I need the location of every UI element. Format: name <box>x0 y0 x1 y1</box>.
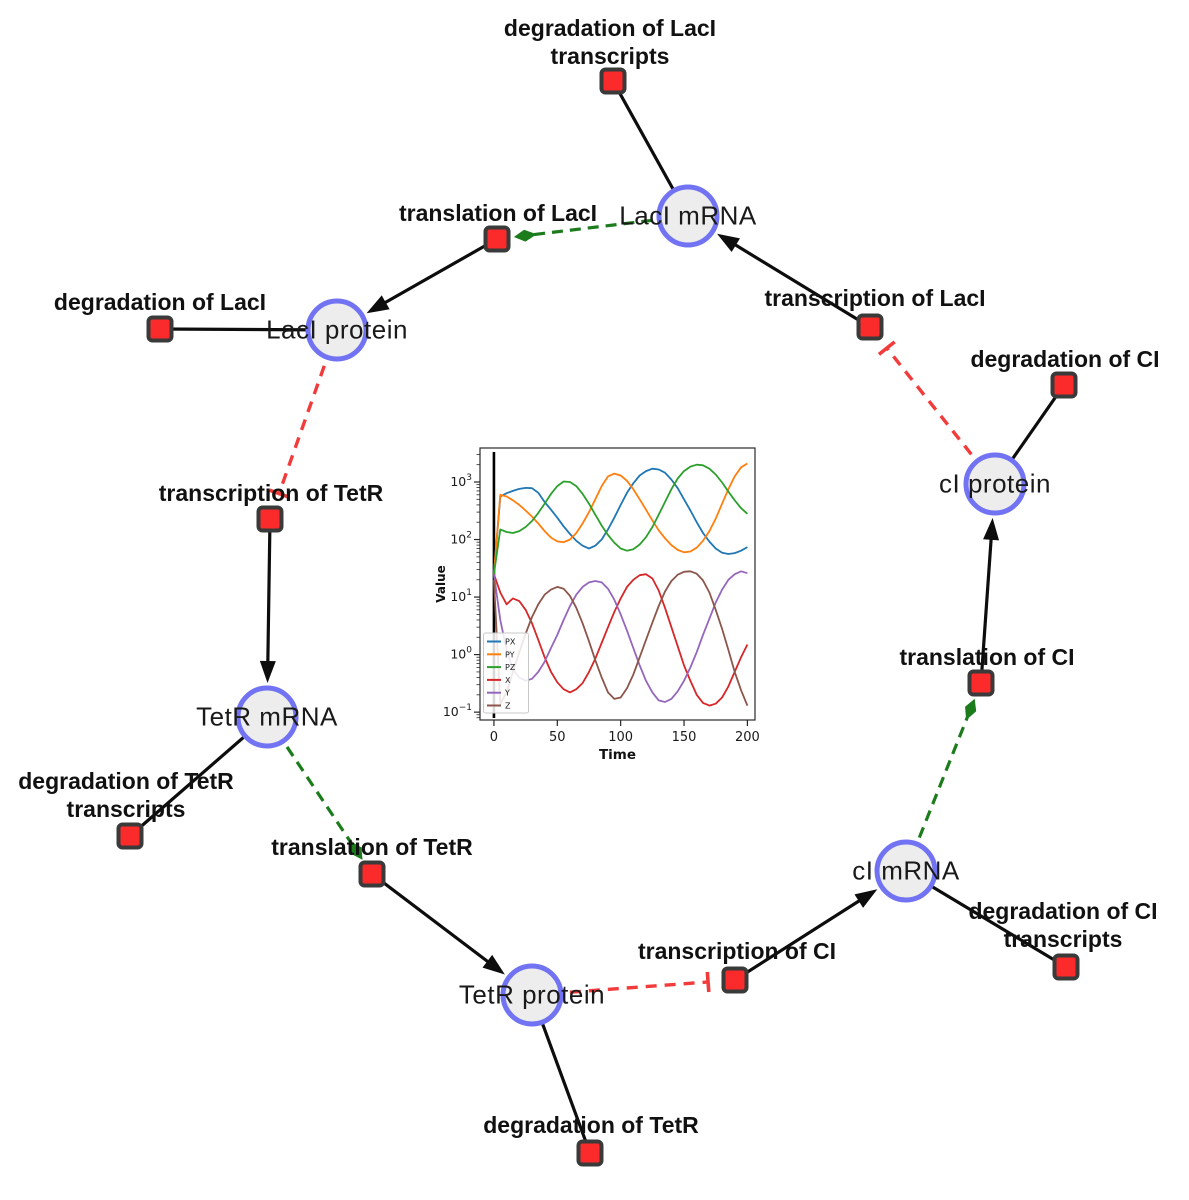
chart-background <box>430 430 775 765</box>
x-tick-label: 0 <box>490 730 498 745</box>
reaction-node-transc_laci[interactable] <box>856 313 884 341</box>
reaction-node-transl_ci[interactable] <box>967 669 995 697</box>
edge-tetr_protein-transc_ci <box>705 971 711 993</box>
chart-legend: PX PY PZ XYZ <box>483 632 529 714</box>
reaction-node-transc_tetr[interactable] <box>256 505 284 533</box>
chart-series-PY <box>493 462 748 575</box>
reaction-label-deg_laci: degradation of LacI <box>54 288 266 316</box>
reaction-label-transc_laci: transcription of LacI <box>764 284 985 312</box>
reaction-label-line: transcripts <box>1003 926 1123 952</box>
y-axis-label: Value <box>434 565 448 603</box>
legend-label: PX <box>505 638 516 647</box>
x-tick-label: 50 <box>549 730 566 745</box>
species-node-tetr_protein[interactable] <box>500 963 564 1027</box>
species-node-ci_mrna[interactable] <box>874 839 938 903</box>
reaction-label-deg_tetr: degradation of TetR <box>483 1111 699 1139</box>
legend-label: PY <box>505 650 515 659</box>
reaction-label-deg_tetr_tx: degradation of TetR transcripts <box>18 767 234 823</box>
edge-transc_ci-ci_mrna <box>854 889 878 908</box>
reaction-label-line: degradation of CI <box>970 346 1160 372</box>
legend-label: PZ <box>505 663 516 672</box>
species-node-tetr_mrna[interactable] <box>235 685 299 749</box>
reaction-label-transl_ci: translation of CI <box>899 643 1074 671</box>
reaction-node-deg_laci_tx[interactable] <box>599 67 627 95</box>
edge-transl_ci-ci_protein <box>983 517 1000 541</box>
legend-label: Y <box>504 689 510 698</box>
reaction-node-deg_tetr_tx[interactable] <box>116 822 144 850</box>
species-node-ci_protein[interactable] <box>963 452 1027 516</box>
reaction-label-line: transcripts <box>550 43 670 69</box>
edge-laci_mrna-transl_laci <box>513 229 537 242</box>
species-label-tetr_mrna: TetR mRNA <box>196 701 338 732</box>
x-axis-label: Time <box>599 747 636 763</box>
legend-label: X <box>505 676 511 685</box>
reaction-node-deg_ci[interactable] <box>1050 371 1078 399</box>
reaction-label-line: degradation of CI <box>968 898 1158 924</box>
reaction-label-line: transcription of TetR <box>158 480 384 506</box>
chart-series-X <box>493 573 749 707</box>
species-label-laci_mrna: LacI mRNA <box>619 200 757 231</box>
species-label-laci_protein: LacI protein <box>266 314 408 345</box>
edge-ci_protein-transc_laci <box>877 340 896 356</box>
edge-ci_mrna-transl_ci <box>965 698 977 721</box>
edge-transl_tetr-tetr_protein <box>371 872 494 967</box>
species-node-laci_mrna[interactable] <box>656 184 720 248</box>
reaction-label-line: translation of CI <box>899 644 1075 670</box>
reaction-label-transc_ci: transcription of CI <box>638 937 836 965</box>
reaction-label-line: degradation of LacI <box>503 15 717 41</box>
reaction-label-line: degradation of TetR <box>18 768 234 794</box>
edge-transc_tetr-tetr_mrna <box>259 660 276 684</box>
reaction-label-transl_tetr: translation of TetR <box>271 833 472 861</box>
reaction-label-line: degradation of LacI <box>53 289 267 315</box>
reaction-label-line: transcription of CI <box>637 938 837 964</box>
edge-transl_laci-laci_protein <box>379 237 498 307</box>
chart-plot-area <box>479 447 756 721</box>
reaction-node-deg_tetr[interactable] <box>576 1139 604 1167</box>
chart-series-Z <box>493 570 749 706</box>
species-label-ci_protein: cI protein <box>939 468 1051 499</box>
reaction-label-line: translation of TetR <box>271 834 473 860</box>
species-label-tetr_protein: TetR protein <box>458 979 606 1010</box>
legend-label: Z <box>505 702 511 711</box>
edge-transl_laci-laci_protein <box>366 295 390 314</box>
reaction-label-line: degradation of TetR <box>483 1112 699 1138</box>
reaction-node-transl_tetr[interactable] <box>358 860 386 888</box>
edge-transc_ci-ci_mrna <box>734 896 865 982</box>
reaction-node-transl_laci[interactable] <box>483 225 511 253</box>
edge-transl_ci-ci_protein <box>979 533 994 684</box>
chart-series-PZ <box>493 463 748 575</box>
edge-tetr_mrna-transl_tetr <box>349 840 363 860</box>
edge-laci_protein-transc_tetr <box>268 488 290 499</box>
reaction-label-line: transcripts <box>66 796 186 822</box>
x-tick-label: 100 <box>608 730 633 745</box>
reaction-label-transl_laci: translation of LacI <box>399 199 597 227</box>
x-tick-label: 200 <box>735 730 760 745</box>
reaction-label-deg_laci_tx: degradation of LacI transcripts <box>504 14 716 70</box>
x-tick-label: 150 <box>672 730 697 745</box>
edge-transl_tetr-tetr_protein <box>482 954 505 975</box>
edge-transc_laci-laci_mrna <box>729 240 871 329</box>
chart-series-PX <box>493 467 748 575</box>
reaction-label-deg_ci: degradation of CI <box>970 345 1159 373</box>
chart-series-Y <box>493 570 748 703</box>
species-node-laci_protein[interactable] <box>305 298 369 362</box>
reaction-node-deg_laci[interactable] <box>146 315 174 343</box>
species-label-ci_mrna: cI mRNA <box>852 855 960 886</box>
reaction-label-deg_ci_tx: degradation of CI transcripts <box>968 897 1157 953</box>
reaction-label-line: transcription of LacI <box>764 285 986 311</box>
reaction-node-transc_ci[interactable] <box>721 966 749 994</box>
reaction-label-line: translation of LacI <box>398 200 598 226</box>
reaction-label-transc_tetr: transcription of TetR <box>159 479 383 507</box>
edge-transc_laci-laci_mrna <box>717 233 740 252</box>
reaction-node-deg_ci_tx[interactable] <box>1052 953 1080 981</box>
edge-transc_tetr-tetr_mrna <box>266 518 272 668</box>
